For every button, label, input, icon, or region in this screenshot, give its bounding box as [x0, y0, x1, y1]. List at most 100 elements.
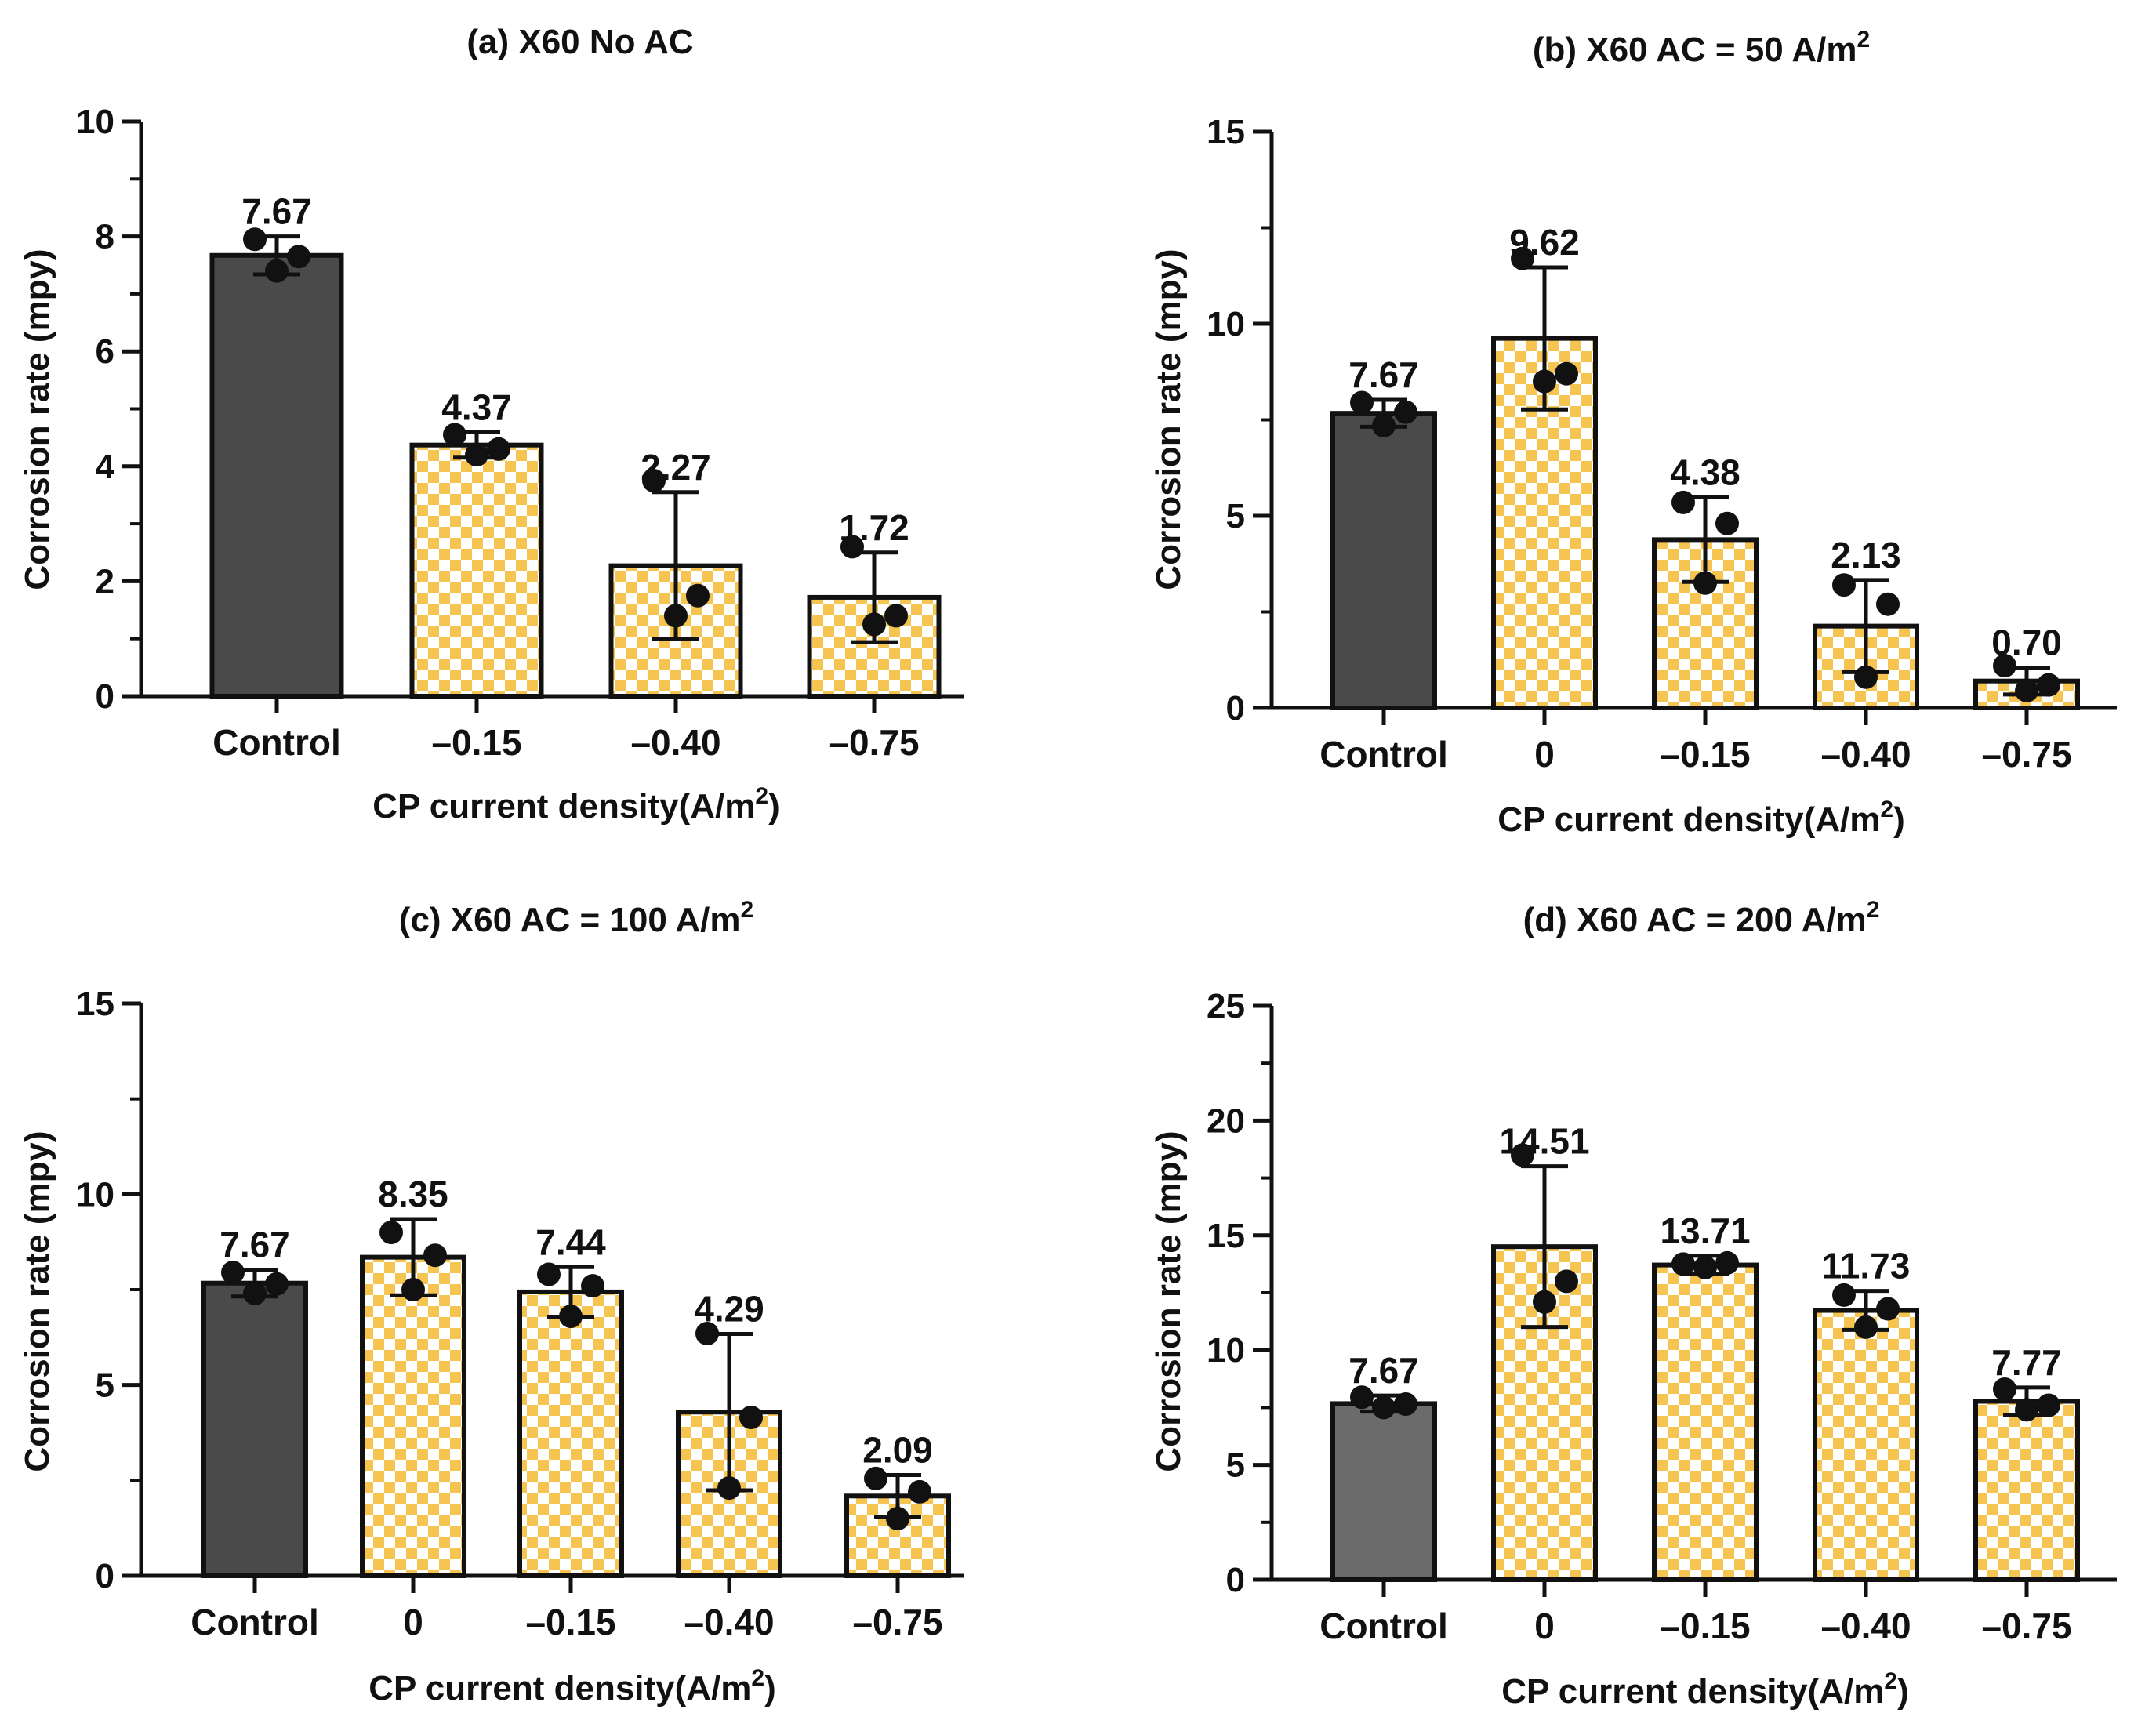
data-point	[1993, 654, 2016, 678]
data-point	[1832, 1283, 1856, 1307]
data-point	[487, 437, 510, 461]
bar	[1652, 1262, 1759, 1582]
data-point	[265, 259, 289, 283]
data-point	[559, 1305, 583, 1329]
x-tick-label: 0	[1534, 1606, 1555, 1646]
value-label: 9.62	[1509, 222, 1580, 263]
data-point	[465, 443, 488, 467]
data-point	[1854, 1315, 1878, 1339]
value-label: 0.70	[1991, 622, 2062, 663]
data-point	[886, 1507, 909, 1530]
panel-b: (b) X60 AC = 50 A/m2 Corrosion rate (mpy…	[1149, 27, 2117, 839]
data-point	[443, 423, 466, 447]
bar	[1973, 1399, 2080, 1582]
data-point	[2015, 1398, 2038, 1422]
x-tick-label: –0.40	[1820, 734, 1911, 775]
y-tick-label: 8	[96, 218, 114, 256]
value-label: 13.71	[1660, 1210, 1750, 1251]
x-axis-label-close: )	[1893, 800, 1905, 839]
x-tick-label: Control	[1319, 734, 1448, 775]
data-point	[2015, 678, 2038, 702]
panel-title-sup: 2	[1867, 897, 1880, 923]
y-tick-label: 5	[1226, 497, 1245, 535]
y-axis-label: Corrosion rate (mpy)	[1149, 249, 1188, 590]
y-tick-label: 10	[76, 103, 114, 141]
x-tick-label: –0.75	[829, 722, 919, 763]
data-point	[1350, 1385, 1374, 1410]
value-label: 4.29	[694, 1288, 764, 1329]
value-label: 7.44	[535, 1221, 606, 1262]
panel-title-sup: 2	[741, 897, 754, 923]
x-tick-label: –0.15	[1660, 1606, 1750, 1646]
data-point	[265, 1272, 289, 1296]
y-tick-label: 10	[1207, 305, 1245, 343]
data-point	[664, 604, 688, 628]
x-axis-label: CP current density(A/m2)	[1497, 797, 1905, 839]
y-axis-label: Corrosion rate (mpy)	[18, 249, 56, 590]
data-point	[401, 1278, 425, 1301]
value-label: 14.51	[1499, 1121, 1589, 1162]
value-label: 2.27	[641, 447, 711, 488]
bar	[360, 1254, 466, 1578]
value-label: 8.35	[378, 1174, 448, 1214]
y-axis-label: Corrosion rate (mpy)	[18, 1130, 56, 1472]
value-label: 4.37	[441, 387, 512, 428]
data-point	[1832, 573, 1856, 597]
data-point	[862, 612, 886, 637]
y-tick-label: 15	[1207, 113, 1245, 151]
x-axis-label: CP current density(A/m2)	[368, 1665, 776, 1707]
data-point	[1350, 390, 1374, 415]
plot-area: 0 5 10 15 Control 7.67 0 8.35 –0.15 7.44 –0.40 4.29…	[76, 985, 964, 1642]
data-point	[221, 1261, 245, 1285]
bar	[409, 442, 544, 699]
data-point	[1876, 1297, 1900, 1321]
x-tick-label: –0.15	[525, 1602, 615, 1642]
data-point	[581, 1274, 604, 1298]
y-tick-label: 5	[96, 1366, 114, 1405]
panel-title: (c) X60 AC = 100 A/m2	[399, 897, 753, 939]
x-axis-label-sup: 2	[755, 783, 768, 809]
data-point	[1693, 1255, 1717, 1279]
y-tick-label: 15	[1207, 1217, 1245, 1255]
panel-title: (b) X60 AC = 50 A/m2	[1533, 27, 1870, 69]
value-label: 2.13	[1831, 535, 1901, 575]
y-tick-label: 2	[96, 562, 114, 601]
x-axis-label-main: CP current density(A/m	[1501, 1672, 1884, 1711]
bar	[1330, 1401, 1437, 1582]
plot-area: 0 2 4 6 8 10 Control 7.67 –0.15 4.37 –0.40 2.27 –0.7…	[76, 103, 964, 763]
value-label: 2.09	[862, 1430, 933, 1471]
data-point	[1555, 361, 1578, 386]
panel-title-main: (b) X60 AC = 50 A/m	[1533, 31, 1857, 69]
value-label: 7.77	[1991, 1342, 2062, 1383]
data-point	[2037, 1393, 2060, 1417]
x-tick-label: Control	[1319, 1606, 1448, 1646]
data-point	[243, 1281, 267, 1305]
data-point	[1511, 1143, 1534, 1167]
panel-title-main: (d) X60 AC = 200 A/m	[1523, 901, 1867, 939]
x-axis-label: CP current density(A/m2)	[372, 783, 780, 826]
value-label: 4.38	[1670, 452, 1740, 492]
y-tick-label: 10	[1207, 1331, 1245, 1370]
panel-title-main: (c) X60 AC = 100 A/m	[399, 901, 741, 939]
x-tick-label: –0.75	[852, 1602, 942, 1642]
y-tick-label: 4	[96, 448, 115, 486]
panel-title: (d) X60 AC = 200 A/m2	[1523, 897, 1880, 939]
x-tick-label: –0.15	[1660, 734, 1750, 775]
x-tick-label: Control	[191, 1602, 319, 1642]
data-point	[1533, 369, 1556, 394]
data-point	[686, 583, 710, 608]
plot-area: 0 5 10 15 Control 7.67 0 9.62 –0.15 4.38 –0.40 2.13…	[1207, 113, 2117, 775]
y-tick-label: 10	[76, 1175, 114, 1214]
data-point	[1715, 511, 1739, 535]
panel-a: (a) X60 No AC Corrosion rate (mpy) CP cu…	[18, 23, 964, 826]
data-point	[1533, 1290, 1556, 1314]
value-label: 7.67	[220, 1225, 290, 1265]
data-point	[717, 1476, 741, 1501]
value-label: 7.67	[1348, 1350, 1419, 1391]
y-axis-label: Corrosion rate (mpy)	[1149, 1130, 1188, 1472]
data-point	[1854, 665, 1878, 689]
y-tick-label: 20	[1207, 1101, 1245, 1140]
bar	[201, 1280, 308, 1579]
data-point	[1693, 571, 1717, 595]
